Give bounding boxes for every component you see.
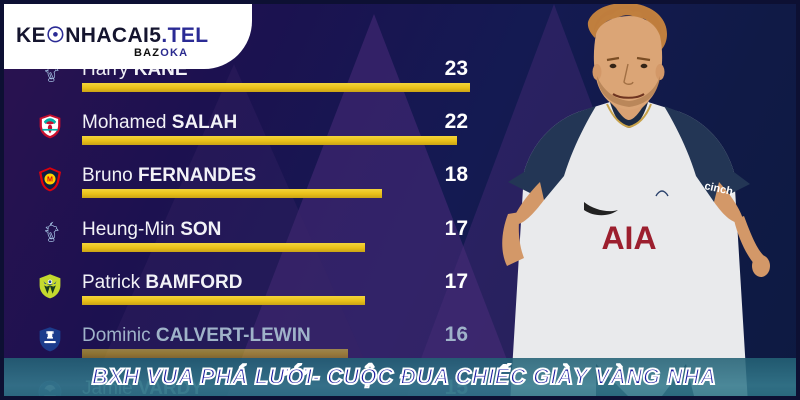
svg-text:AIA: AIA — [601, 220, 656, 256]
svg-text:M: M — [47, 176, 53, 184]
